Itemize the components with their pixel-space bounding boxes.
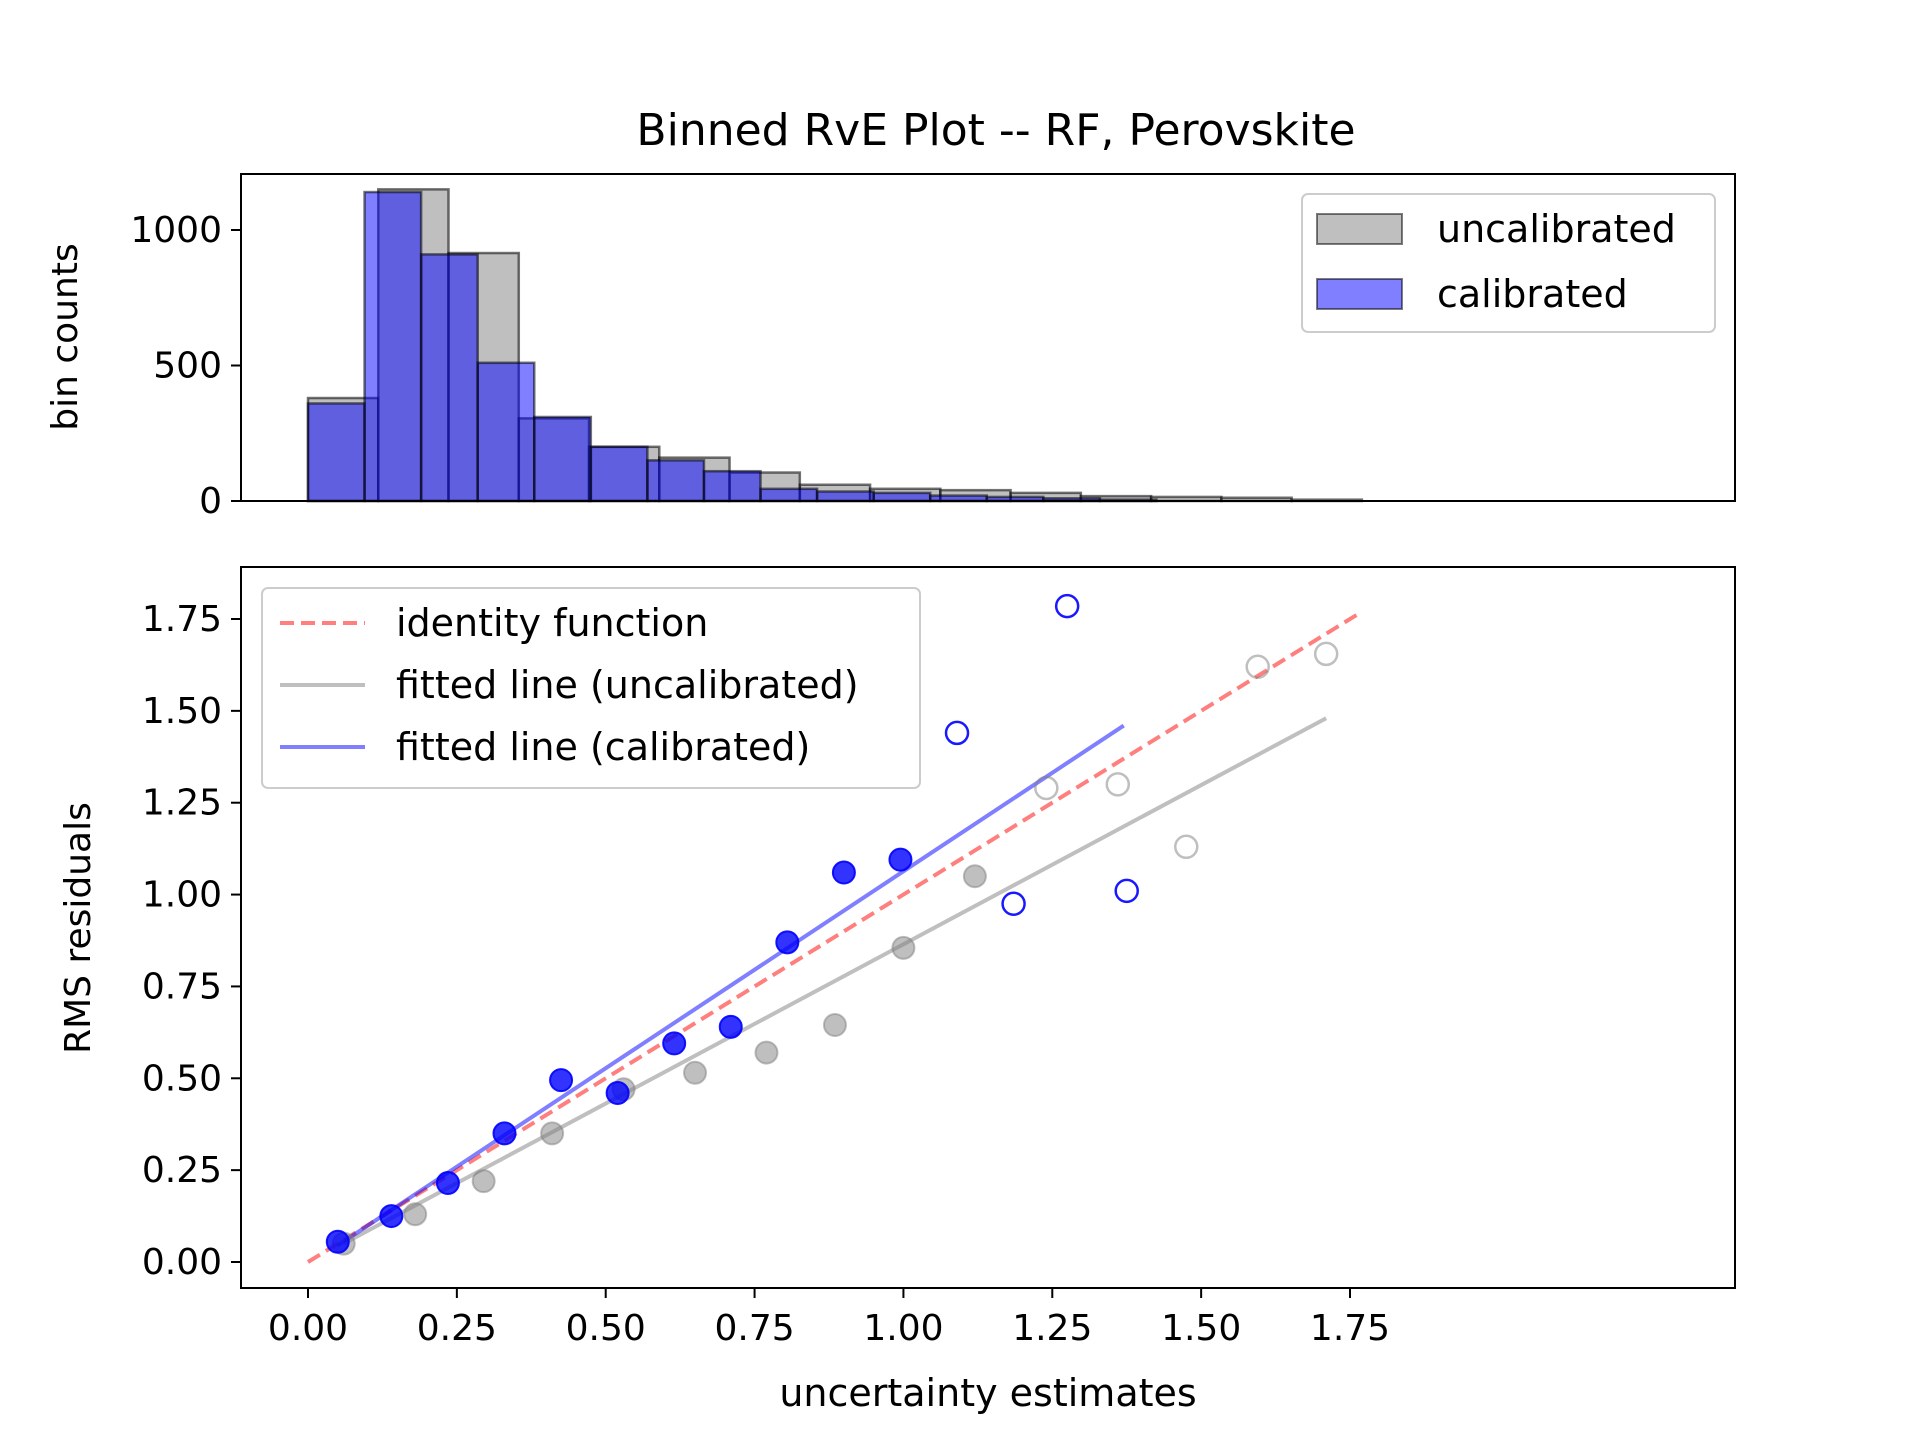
data-point-calibrated: [325, 1229, 350, 1254]
outlier-point-calibrated: [1114, 878, 1139, 904]
fitted-line-uncalibrated: [342, 716, 1328, 1246]
histogram-panel: Binned RvE Plot -- RF, Perovskite 0 500 10…: [45, 105, 1736, 522]
x-tick-label: 1.25: [1012, 1308, 1092, 1349]
x-tick-label: 1.75: [1310, 1308, 1390, 1349]
y-tick-label: 1.50: [142, 691, 222, 732]
y-tick-label: 0.50: [142, 1058, 222, 1099]
data-point-uncalibrated: [962, 864, 987, 889]
y-tick-label: 1.25: [142, 783, 222, 824]
fitted-line-calibrated: [336, 723, 1125, 1248]
x-tick-label: 1.00: [863, 1308, 943, 1349]
data-point-uncalibrated: [683, 1060, 708, 1085]
y-tick-label: 1.00: [142, 875, 222, 916]
x-tick-label: 0.25: [417, 1308, 497, 1349]
outlier-point-uncalibrated: [1174, 834, 1199, 860]
data-point-calibrated: [379, 1204, 404, 1229]
data-point-uncalibrated: [891, 935, 916, 960]
outlier-point-calibrated: [944, 720, 970, 746]
legend-box: [1301, 193, 1716, 333]
histogram-bar-calibrated: [476, 361, 536, 503]
scatter-axes-frame: [240, 566, 1736, 1289]
histogram-axes-frame: [240, 173, 1736, 502]
x-tick-label: 0.75: [714, 1308, 794, 1349]
data-point-calibrated: [605, 1080, 630, 1105]
histogram-bar-calibrated: [363, 190, 423, 503]
outlier-point-calibrated: [1001, 891, 1026, 917]
legend-label-fitted-calibrated: fitted line (calibrated): [396, 725, 810, 769]
x-axis-label: uncertainty estimates: [779, 1371, 1196, 1415]
histogram-bar-calibrated: [589, 445, 649, 503]
data-point-uncalibrated: [403, 1202, 428, 1227]
legend-label-calibrated: calibrated: [1437, 272, 1628, 316]
histogram-bar-calibrated: [872, 491, 932, 503]
data-point-calibrated: [888, 847, 913, 872]
chart-title: Binned RvE Plot -- RF, Perovskite: [636, 105, 1355, 156]
y-tick-label: 1000: [130, 210, 222, 251]
outlier-point-calibrated: [1054, 593, 1080, 619]
data-point-calibrated: [775, 930, 800, 955]
scatter-legend: identity function fitted line (uncalibra…: [261, 587, 921, 789]
histogram-y-ticks: 0 500 1000: [130, 210, 241, 522]
scatter-panel: 0.00 0.25 0.50 0.75 1.00 1.25 1.50 1.75 0.00 0.2…: [58, 566, 1736, 1415]
histogram-bar-calibrated: [646, 459, 706, 503]
x-tick-label: 0.50: [566, 1308, 646, 1349]
data-point-uncalibrated: [754, 1040, 779, 1065]
scatter-x-ticks: 0.00 0.25 0.50 0.75 1.00 1.25 1.50 1.75: [268, 1288, 1390, 1349]
data-point-calibrated: [435, 1171, 460, 1196]
outlier-point-uncalibrated: [1105, 772, 1131, 797]
data-point-uncalibrated: [540, 1121, 565, 1146]
y-tick-label: 0.00: [142, 1242, 222, 1283]
data-point-uncalibrated: [822, 1013, 847, 1038]
histogram-bar-calibrated: [419, 253, 479, 503]
histogram-legend: uncalibrated calibrated: [1301, 193, 1716, 333]
legend-label-fitted-uncalibrated: fitted line (uncalibrated): [396, 663, 859, 707]
legend-label-identity: identity function: [396, 601, 708, 645]
identity-line: [306, 609, 1363, 1264]
data-point-uncalibrated: [471, 1169, 496, 1194]
outlier-point-uncalibrated: [1313, 641, 1339, 667]
scatter-y-ticks: 0.00 0.25 0.50 0.75 1.00 1.25 1.50 1.75: [142, 599, 241, 1283]
x-tick-label: 0.00: [268, 1308, 348, 1349]
data-point-calibrated: [549, 1068, 574, 1093]
y-axis-label: RMS residuals: [58, 802, 99, 1054]
data-point-calibrated: [662, 1031, 687, 1056]
x-tick-label: 1.50: [1161, 1308, 1241, 1349]
legend-label-uncalibrated: uncalibrated: [1437, 207, 1676, 251]
fit-lines: [306, 609, 1363, 1264]
y-tick-label: 0.75: [142, 966, 222, 1007]
data-point-calibrated: [718, 1014, 743, 1039]
histogram-bar-calibrated: [306, 402, 366, 503]
scatter-points: [325, 593, 1339, 1256]
outlier-point-uncalibrated: [1034, 775, 1059, 801]
data-point-calibrated: [492, 1121, 517, 1146]
histogram-bar-calibrated: [702, 469, 762, 503]
y-tick-label: 0: [199, 481, 222, 522]
legend-swatch-uncalibrated: [1316, 213, 1403, 245]
histogram-bars-calibrated: [306, 190, 1158, 503]
y-tick-label: 500: [153, 346, 222, 387]
legend-swatch-calibrated: [1316, 278, 1403, 310]
legend-box: [261, 587, 921, 789]
y-tick-label: 0.25: [142, 1150, 222, 1191]
outlier-point-uncalibrated: [1245, 654, 1270, 680]
histogram-bar-calibrated: [533, 415, 593, 503]
data-point-calibrated: [831, 860, 856, 885]
histogram-bar-calibrated: [815, 490, 875, 503]
y-tick-label: 1.75: [142, 599, 222, 640]
histogram-bar-calibrated: [759, 487, 819, 503]
histogram-y-axis-label: bin counts: [45, 243, 86, 430]
